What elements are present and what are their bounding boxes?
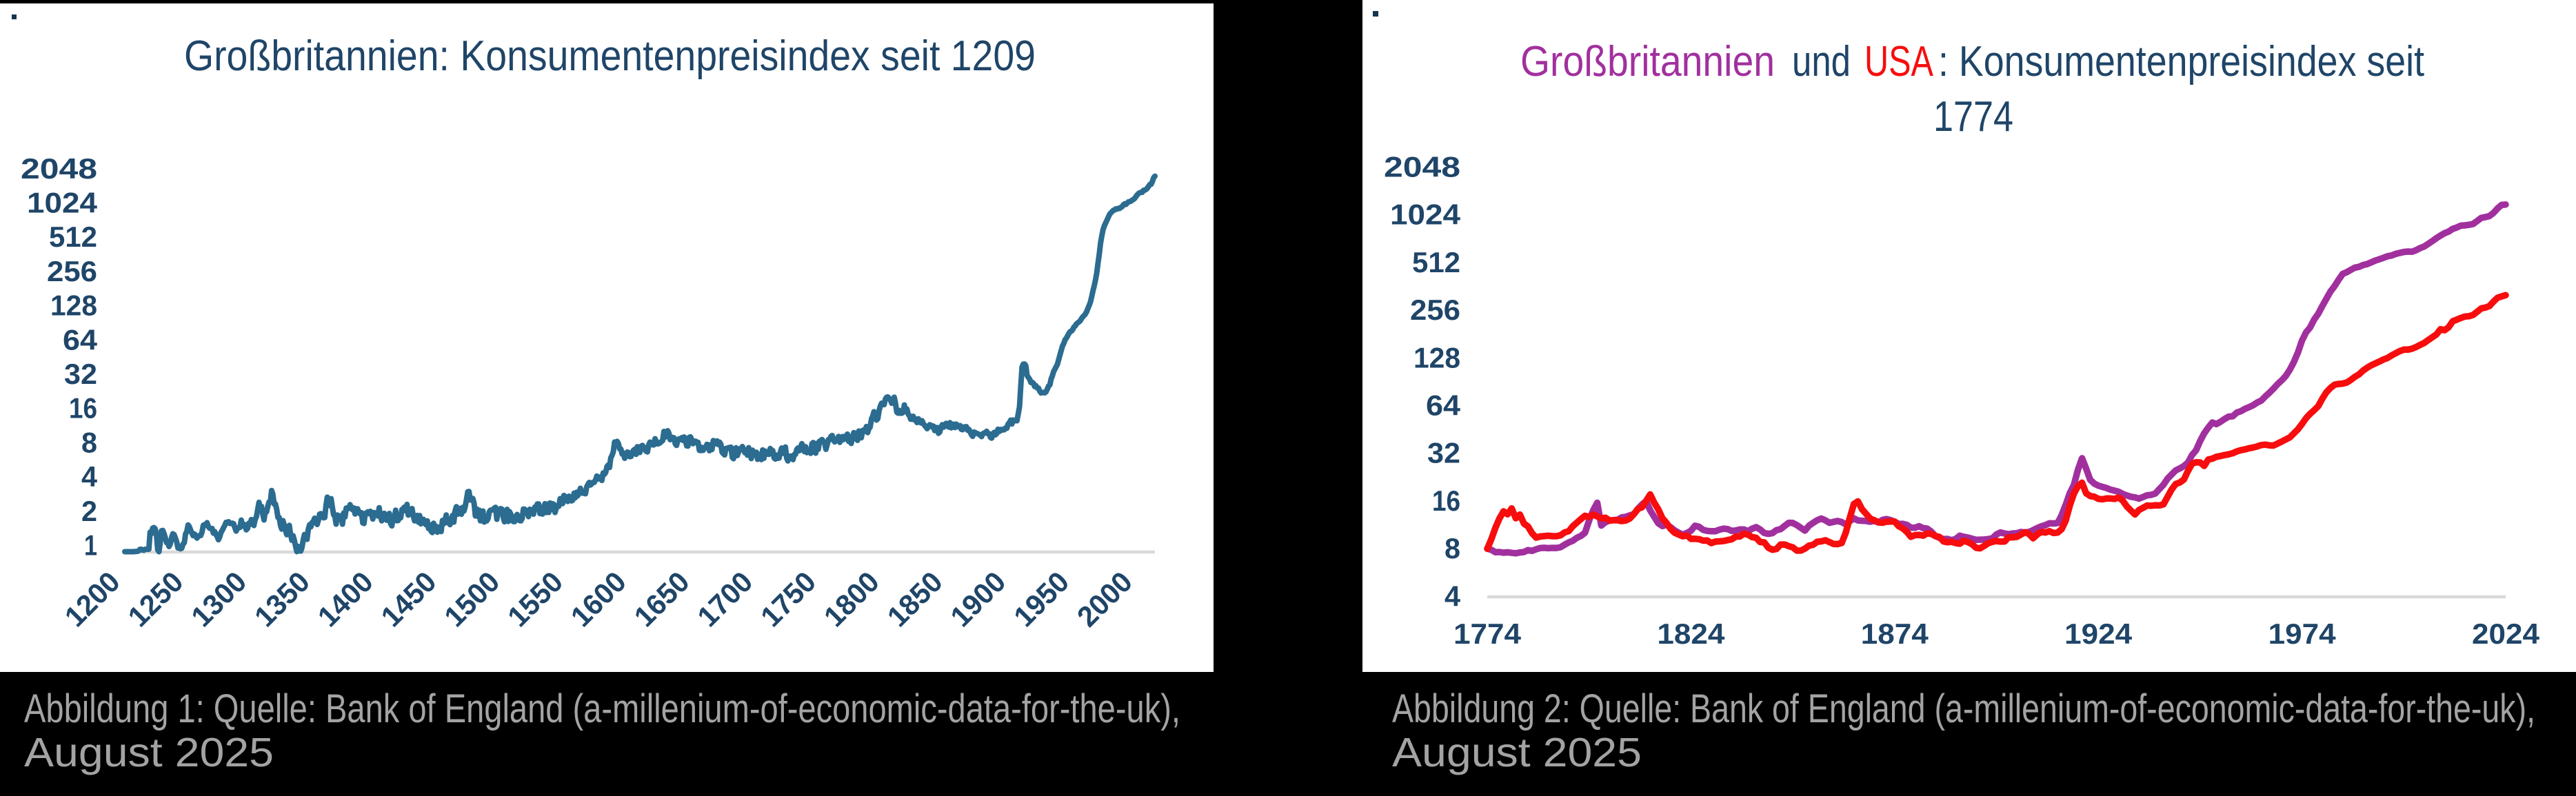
svg-text:256: 256 — [1410, 294, 1460, 326]
svg-text:128: 128 — [1413, 341, 1460, 374]
svg-text:1974: 1974 — [2268, 618, 2337, 650]
svg-text:512: 512 — [49, 221, 97, 253]
svg-text:1874: 1874 — [1861, 618, 1929, 650]
svg-text:USA: USA — [1864, 38, 1934, 85]
svg-text:2048: 2048 — [1384, 151, 1460, 183]
svg-text:2: 2 — [81, 495, 97, 527]
svg-text:256: 256 — [47, 255, 97, 287]
svg-text:128: 128 — [50, 289, 97, 322]
svg-text:Abbildung 2: Quelle: Bank of E: Abbildung 2: Quelle: Bank of England (a-… — [1392, 686, 2535, 731]
svg-text:Abbildung 1: Quelle: Bank of E: Abbildung 1: Quelle: Bank of England (a-… — [24, 686, 1180, 731]
svg-text:32: 32 — [64, 358, 97, 390]
svg-text:1824: 1824 — [1657, 618, 1725, 650]
svg-text:1924: 1924 — [2064, 618, 2133, 650]
svg-text:2024: 2024 — [2472, 618, 2540, 650]
svg-text:16: 16 — [69, 392, 97, 425]
svg-text:1024: 1024 — [27, 187, 98, 219]
svg-text:512: 512 — [1412, 246, 1460, 278]
svg-text:August 2025: August 2025 — [24, 730, 274, 775]
svg-text:2048: 2048 — [21, 152, 97, 185]
svg-text:August 2025: August 2025 — [1392, 730, 1642, 775]
svg-text:: Konsumentenpreisindex seit: : Konsumentenpreisindex seit — [1938, 38, 2424, 85]
svg-text:1774: 1774 — [1453, 618, 1522, 650]
svg-text:1774: 1774 — [1933, 93, 2013, 141]
svg-text:64: 64 — [1426, 389, 1461, 422]
svg-text:1024: 1024 — [1390, 198, 1461, 231]
svg-text:16: 16 — [1432, 484, 1460, 517]
svg-text:8: 8 — [81, 426, 97, 458]
svg-text:Großbritannien: Konsumentenpre: Großbritannien: Konsumentenpreisindex se… — [184, 32, 1036, 80]
svg-text:1: 1 — [84, 529, 97, 562]
svg-text:und: und — [1792, 38, 1851, 85]
svg-text:Großbritannien: Großbritannien — [1520, 38, 1775, 85]
svg-text:64: 64 — [63, 323, 98, 356]
svg-text:4: 4 — [81, 460, 98, 493]
svg-text:4: 4 — [1445, 580, 1461, 612]
svg-text:8: 8 — [1445, 532, 1460, 564]
svg-text:32: 32 — [1427, 437, 1460, 469]
